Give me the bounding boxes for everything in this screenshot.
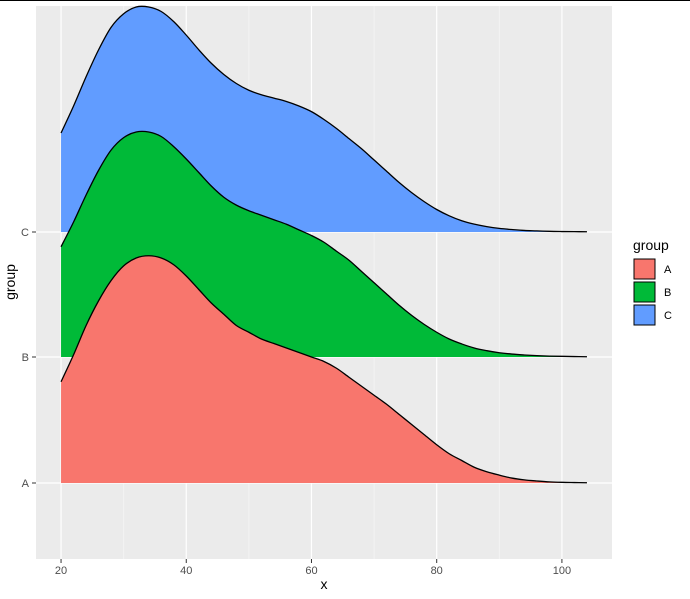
top-border-line bbox=[0, 0, 690, 1]
y-axis-title: group bbox=[2, 264, 18, 300]
y-tick-label: B bbox=[22, 352, 29, 364]
ridge-outline-a bbox=[60, 255, 587, 484]
legend-label-b: B bbox=[664, 287, 671, 299]
legend-key-c bbox=[633, 304, 656, 326]
x-tick-label: 60 bbox=[305, 565, 317, 577]
ridge-outline-c bbox=[60, 5, 587, 233]
legend-title: group bbox=[633, 237, 669, 253]
legend: group ABC bbox=[633, 237, 672, 326]
legend-label-a: A bbox=[664, 264, 672, 276]
legend-label-c: C bbox=[664, 310, 672, 322]
x-axis: 20 40 60 80 100 bbox=[55, 559, 571, 577]
ridge-fill-a bbox=[61, 255, 587, 483]
x-tick-label: 20 bbox=[55, 565, 67, 577]
x-tick-label: 80 bbox=[431, 565, 443, 577]
density-ridges bbox=[60, 5, 587, 484]
y-tick-label: A bbox=[22, 478, 30, 490]
x-tick-label: 100 bbox=[553, 565, 571, 577]
y-axis: A B C bbox=[21, 227, 36, 490]
legend-key-b bbox=[633, 281, 656, 303]
x-axis-title: x bbox=[321, 576, 328, 592]
x-tick-label: 40 bbox=[180, 565, 192, 577]
ridge-outline-b bbox=[60, 130, 587, 358]
y-tick-label: C bbox=[21, 227, 29, 239]
legend-key-a bbox=[633, 258, 656, 280]
